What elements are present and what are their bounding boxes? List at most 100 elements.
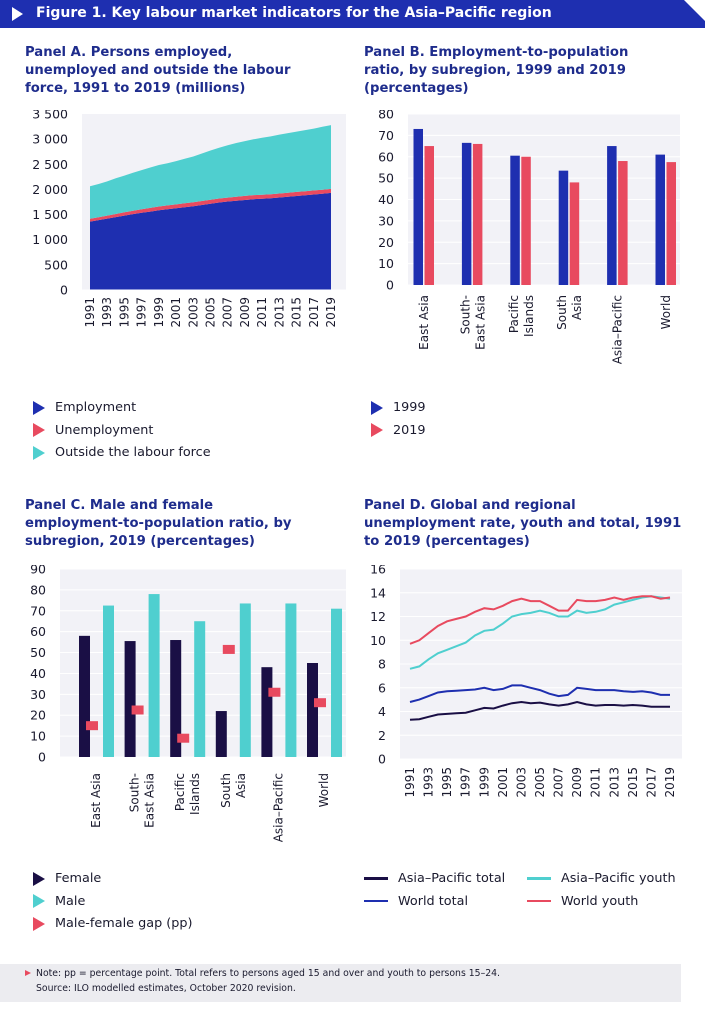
x-tick-label: 1999 <box>477 767 491 798</box>
y-tick-label: 20 <box>378 235 394 250</box>
legend-label: 2019 <box>393 422 426 438</box>
bar-male-south-east-asia <box>148 594 160 757</box>
bar-1999-east-asia <box>413 128 423 285</box>
legend-label: World total <box>398 893 469 909</box>
legend-item-outside-labour-force: Outside the labour force <box>33 442 211 465</box>
gap-marker-south-east-asia <box>131 705 144 715</box>
legend-item-2019: 2019 <box>371 420 426 443</box>
line-world-total <box>409 684 670 703</box>
x-tick-label: 1993 <box>422 767 436 798</box>
x-category-label: South <box>219 773 233 808</box>
gap-marker-pacific-islands <box>177 733 190 743</box>
legend-item-gap: Male-female gap (pp) <box>33 913 193 936</box>
y-tick-label: 2 500 <box>32 157 68 172</box>
legend-item-male: Male <box>33 891 193 914</box>
legend-label: Outside the labour force <box>55 445 211 460</box>
x-category-label: Asia–Pacific <box>271 773 285 842</box>
x-category-label: Pacific <box>507 295 521 333</box>
x-category-label: Islands <box>188 773 202 815</box>
legend-label: World youth <box>561 893 639 909</box>
x-category-label: South- <box>128 773 142 812</box>
gap-marker-asia-pacific <box>268 687 281 697</box>
y-tick-label: 50 <box>378 171 394 186</box>
x-tick-label: 2009 <box>238 297 252 328</box>
x-tick-label: 2003 <box>514 767 528 798</box>
source-text: Source: ILO modelled estimates, October … <box>36 983 296 994</box>
panel-d-legend-col2: Asia–Pacific youth World youth <box>527 868 676 913</box>
y-tick-label: 0 <box>60 283 68 298</box>
bar-1999-pacific-islands <box>510 155 520 285</box>
y-tick-label: 1 500 <box>32 207 68 222</box>
x-category-label: Islands <box>522 295 536 337</box>
legend-label: Female <box>55 871 102 886</box>
x-category-label: Pacific <box>173 773 187 811</box>
triangle-icon <box>371 400 383 415</box>
x-category-label: Asia–Pacific <box>611 295 625 364</box>
x-tick-label: 1995 <box>117 297 131 328</box>
bar-female-south-east-asia <box>124 641 136 757</box>
x-category-label: East Asia <box>143 773 157 828</box>
y-tick-label: 16 <box>370 565 386 577</box>
y-tick-label: 70 <box>378 128 394 143</box>
panel-b-title: Panel B. Employment-to-population ratio,… <box>364 45 629 96</box>
y-tick-label: 80 <box>378 110 394 122</box>
bar-male-world <box>331 608 342 757</box>
area-unemployment <box>90 188 331 222</box>
bar-2019-world <box>666 162 676 285</box>
y-tick-label: 2 000 <box>32 182 68 197</box>
bar-female-east-asia <box>79 635 90 757</box>
x-tick-label: 2001 <box>169 297 183 328</box>
x-tick-label: 2017 <box>644 767 658 798</box>
y-tick-label: 40 <box>30 666 46 681</box>
x-tick-label: 1995 <box>440 767 454 798</box>
x-tick-label: 1991 <box>83 297 97 328</box>
note-box: Note: pp = percentage point. Total refer… <box>0 964 681 1002</box>
x-category-label: East Asia <box>89 773 103 828</box>
triangle-icon <box>33 400 45 415</box>
y-tick-label: 80 <box>30 582 46 597</box>
line-swatch-icon <box>527 899 551 903</box>
panel-c-legend: Female Male Male-female gap (pp) <box>33 868 193 936</box>
y-tick-label: 10 <box>378 256 394 271</box>
legend-item-world-total: World total <box>364 891 505 914</box>
legend-label: Unemployment <box>55 422 154 438</box>
y-tick-label: 3 000 <box>32 132 68 147</box>
x-tick-label: 1997 <box>135 297 149 328</box>
line-swatch-icon <box>364 899 388 903</box>
figure-banner: Figure 1. Key labour market indicators f… <box>0 0 705 28</box>
x-tick-label: 2019 <box>324 297 338 328</box>
legend-label: Employment <box>55 400 137 415</box>
y-tick-label: 20 <box>30 708 46 723</box>
bar-1999-south-asia <box>558 170 569 285</box>
bar-male-pacific-islands <box>194 621 206 757</box>
bar-male-asia-pacific <box>285 603 297 757</box>
bar-male-east-asia <box>103 605 114 757</box>
x-category-label: East Asia <box>417 295 431 350</box>
line-swatch-icon <box>364 877 388 880</box>
panel-d-chart: 0 2 4 6 8 10 12 14 16 1991 1993 1995 1997 1999 2001 200… <box>370 565 682 798</box>
x-tick-label: 2007 <box>221 297 235 328</box>
x-tick-label: 2011 <box>255 297 269 328</box>
x-tick-label: 1993 <box>100 297 114 328</box>
x-tick-label: 2003 <box>186 297 200 328</box>
x-category-label: South- <box>458 295 472 334</box>
x-tick-label: 2011 <box>589 767 603 798</box>
y-tick-label: 8 <box>378 657 386 672</box>
note-text: Note: pp = percentage point. Total refer… <box>36 968 501 979</box>
x-tick-label: 2015 <box>626 767 640 798</box>
x-tick-label: 2017 <box>307 297 321 328</box>
bar-female-asia-pacific <box>261 667 273 757</box>
legend-label: Asia–Pacific youth <box>561 871 676 886</box>
x-tick-label: 2009 <box>570 767 584 798</box>
x-tick-label: 1997 <box>459 767 473 798</box>
y-tick-label: 6 <box>378 680 386 695</box>
y-tick-label: 30 <box>378 213 394 228</box>
y-tick-label: 14 <box>370 585 386 600</box>
triangle-icon <box>371 423 383 437</box>
y-tick-label: 1 000 <box>32 232 68 247</box>
bar-2019-asia-pacific <box>618 161 628 285</box>
x-tick-label: 2019 <box>663 767 677 798</box>
legend-item-employment: Employment <box>33 397 211 420</box>
